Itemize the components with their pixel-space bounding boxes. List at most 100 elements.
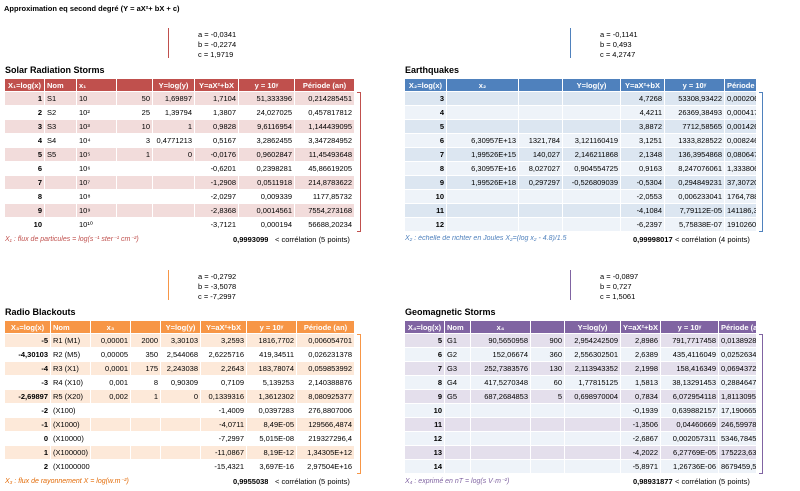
table-cell: 1333,828522 [665,134,725,148]
table-cell: 2,6389 [621,348,661,362]
table-cell: 10⁶ [77,162,117,176]
column-header: Y=log(y) [161,321,201,334]
table-cell: 6,072954118 [661,390,719,404]
table-cell: 10 [117,120,153,134]
table-cell: 791,7717458 [661,334,719,348]
table-cell: 4 [5,134,45,148]
column-header: Y=log(y) [565,321,621,334]
coefficient: b = 0,493 [600,40,632,49]
table-cell: -2,0553 [621,190,665,204]
table-cell: 9 [405,176,447,190]
table-cell: 0,698970004 [565,390,621,404]
coefficient: a = -0,1141 [600,30,638,39]
table-cell [45,176,77,190]
table-cell [91,460,131,474]
column-header: Y=log(y) [563,79,621,92]
page-title: Approximation eq second degré (Y = aX²+ … [4,4,180,13]
table-cell: 24,027025 [239,106,295,120]
coefficient: b = -0,2274 [198,40,237,49]
table-cell: 51,333396 [239,92,295,106]
table-cell: 90,5650958 [471,334,531,348]
table-cell: 9 [5,204,45,218]
table-cell: 5,139253 [247,376,297,390]
table-cell [531,460,565,474]
table-cell [445,446,471,460]
table-cell: -5 [5,334,51,348]
column-header: Y=aX²+bX [621,79,665,92]
table-cell: -3 [5,376,51,390]
correlation: 0,99998017 [633,235,673,244]
table-cell: 175223,635 [719,446,757,460]
table-cell: 0 [153,148,195,162]
table-cell: -4,1084 [621,204,665,218]
table-cell: 3,2593 [201,334,247,348]
table-cell [131,404,161,418]
table-cell [563,92,621,106]
column-header: Période (an) [297,321,355,334]
table-cell: 5 [531,390,565,404]
table-cell [117,162,153,176]
table-cell: 10⁵ [77,148,117,162]
table-cell [519,120,563,134]
table-cell: G2 [445,348,471,362]
column-header [117,79,153,92]
table-cell: 2,146211868 [563,148,621,162]
table-cell: 17,1906653 [719,404,757,418]
table-cell: 0,0397283 [247,404,297,418]
table-cell: 2,97504E+16 [297,460,355,474]
scroll-bracket [357,92,361,232]
table-cell: 14 [405,460,445,474]
table-cell: 219327296,4 [297,432,355,446]
table-cell: 6 [405,134,447,148]
table-cell: 417,5270348 [471,376,531,390]
table-cell [565,446,621,460]
column-header: y = 10ʸ [239,79,295,92]
table-cell: 1,3807 [195,106,239,120]
table-cell: 4,7268 [621,92,665,106]
table-cell: 2 [5,460,51,474]
table-cell: 1,77815125 [565,376,621,390]
table-cell: 2,1348 [621,148,665,162]
table-cell: 0,02526345 [719,348,757,362]
table-cell: 7 [405,148,447,162]
table-cell [531,404,565,418]
table-cell [447,92,519,106]
table-cell: 11 [405,418,445,432]
table-cell [565,432,621,446]
table-cell: 1,7104 [195,92,239,106]
table-cell: 1816,7702 [247,334,297,348]
table-cell: 1764,78858 [725,190,757,204]
table-cell [445,404,471,418]
table-cell: 5,75838E-07 [665,218,725,232]
table-cell: 0,006233041 [665,190,725,204]
table-cell [131,432,161,446]
table-cell [563,120,621,134]
table-cell: 8,080925377 [297,390,355,404]
table-cell [153,176,195,190]
table-cell: R2 (M5) [51,348,91,362]
table-cell: (X10000) [51,432,91,446]
coefficient: c = 1,5061 [600,292,636,301]
table-cell: -2,8368 [195,204,239,218]
table-cell: 4 [405,106,447,120]
table-cell [117,176,153,190]
table-cell: 0,904554725 [563,162,621,176]
table-cell: -0,6201 [195,162,239,176]
table-cell [153,218,195,232]
column-header: y = 10ʸ [661,321,719,334]
correlation: 0,9955038 [233,477,269,486]
column-header: x₄ [471,321,531,334]
coefficient: a = -0,0341 [198,30,237,39]
table-cell: 0,04460669 [661,418,719,432]
table-cell: 8 [131,376,161,390]
table-cell: 0,214285451 [295,92,355,106]
table-cell: 252,7383576 [471,362,531,376]
table-cell [153,162,195,176]
table-cell: 2,1998 [621,362,661,376]
table-cell: -15,4321 [201,460,247,474]
table-cell: 152,06674 [471,348,531,362]
table-cell: 1 [117,148,153,162]
table-cell: 0,28846471 [719,376,757,390]
table-cell [117,218,153,232]
table-cell [161,460,201,474]
